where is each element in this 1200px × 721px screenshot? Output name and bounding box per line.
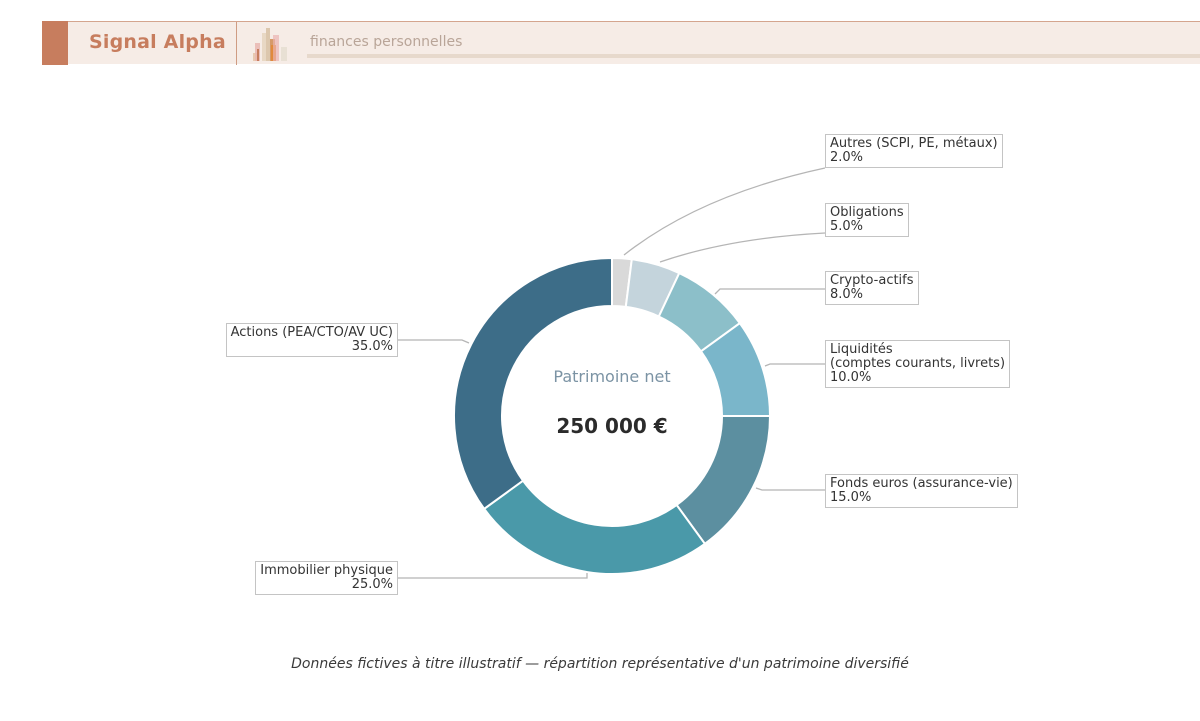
leader-line-obligations <box>659 232 826 263</box>
bar-chart-logo-icon <box>253 28 287 61</box>
leader-line-liquidites <box>764 363 825 367</box>
app-header: Signal Alpha finances personnelles <box>42 21 1200 65</box>
label-crypto: Crypto-actifs 8.0% <box>825 271 919 305</box>
brand-name[interactable]: Signal Alpha <box>89 31 226 53</box>
center-title: Patrimoine net <box>553 367 671 386</box>
label-crypto-name: Crypto-actifs <box>830 273 914 288</box>
label-immobilier-name: Immobilier physique <box>260 563 393 578</box>
label-liquidites-name: Liquidités <box>830 342 893 357</box>
leader-line-crypto <box>714 288 825 295</box>
leader-line-autres <box>623 167 826 256</box>
donut-slice[interactable] <box>453 256 613 511</box>
label-fonds-euros: Fonds euros (assurance-vie) 15.0% <box>825 474 1018 508</box>
header-accent-block <box>42 21 68 65</box>
label-obligations-name: Obligations <box>830 205 904 220</box>
label-crypto-pct: 8.0% <box>830 287 864 302</box>
label-actions-pct: 35.0% <box>351 339 393 354</box>
label-actions-name: Actions (PEA/CTO/AV UC) <box>230 325 393 340</box>
header-tagline: finances personnelles <box>310 34 463 50</box>
label-liquidites-pct: 10.0% <box>830 370 872 385</box>
label-autres-name: Autres (SCPI, PE, métaux) <box>830 136 998 151</box>
label-fonds-pct: 15.0% <box>830 490 872 505</box>
leader-lines <box>398 167 826 579</box>
label-autres-pct: 2.0% <box>830 150 864 165</box>
donut-slices <box>453 256 772 575</box>
label-liquidites: Liquidités (comptes courants, livrets) 1… <box>825 340 1011 388</box>
center-value: 250 000 € <box>556 414 668 438</box>
footnote: Données fictives à titre illustratif — r… <box>291 656 909 672</box>
label-obligations-pct: 5.0% <box>830 219 864 234</box>
label-autres: Autres (SCPI, PE, métaux) 2.0% <box>825 134 1003 168</box>
label-immobilier: Immobilier physique 25.0% <box>255 561 398 595</box>
label-liquidites-name2: (comptes courants, livrets) <box>830 356 1006 371</box>
label-actions: Actions (PEA/CTO/AV UC) 35.0% <box>225 323 398 357</box>
label-immobilier-pct: 25.0% <box>351 577 393 592</box>
leader-line-fonds <box>755 487 825 491</box>
leader-line-immobilier <box>398 573 588 579</box>
header-divider <box>236 22 237 65</box>
label-fonds-name: Fonds euros (assurance-vie) <box>830 476 1013 491</box>
donut-slice[interactable] <box>482 479 707 575</box>
label-obligations: Obligations 5.0% <box>825 203 909 237</box>
leader-line-actions <box>398 339 470 344</box>
header-underline-bar <box>307 54 1200 58</box>
